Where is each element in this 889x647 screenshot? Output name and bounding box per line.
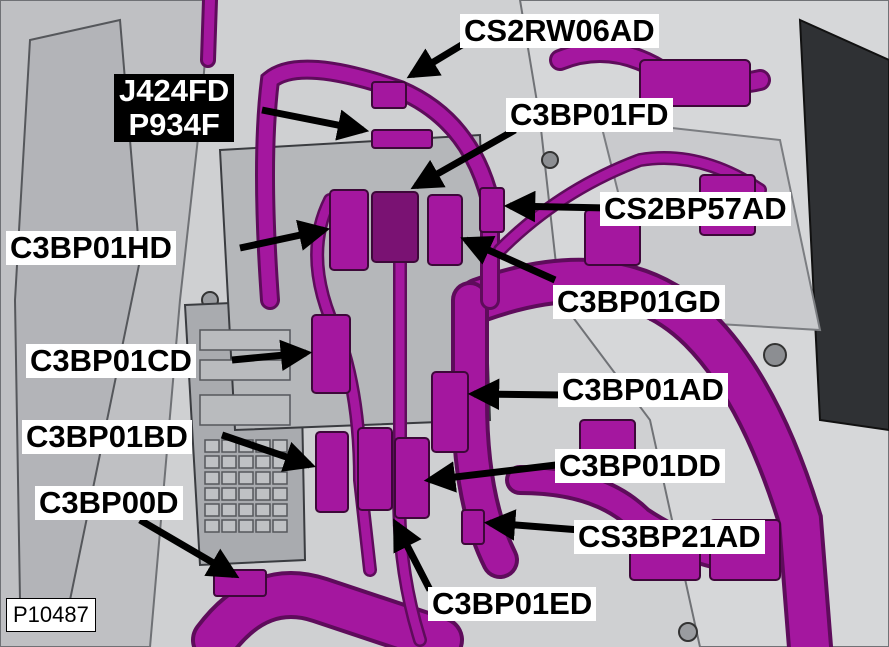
figure-reference-number: P10487: [6, 598, 96, 632]
callout-j424fd-line-2: P934F: [128, 107, 220, 142]
callout-j424fd-p934f: J424FD P934F: [114, 73, 235, 142]
callout-c3bp00d: C3BP00D: [35, 486, 183, 520]
callout-c3bp01hd: C3BP01HD: [6, 231, 176, 265]
connectors: [213, 59, 781, 597]
callout-j424fd-line-1: J424FD: [119, 73, 230, 108]
callout-c3bp01ed: C3BP01ED: [428, 587, 597, 621]
callout-c3bp01bd: C3BP01BD: [22, 420, 192, 454]
callout-arrows: [138, 37, 609, 592]
callout-cs2rw06ad: CS2RW06AD: [460, 14, 659, 48]
callout-c3bp01ad: C3BP01AD: [558, 373, 728, 407]
callout-c3bp01gd: C3BP01GD: [553, 285, 725, 319]
callout-c3bp01cd: C3BP01CD: [26, 344, 196, 378]
callout-cs3bp21ad: CS3BP21AD: [574, 520, 765, 554]
callout-c3bp01fd: C3BP01FD: [506, 98, 673, 132]
callout-cs2bp57ad: CS2BP57AD: [600, 192, 791, 226]
callout-c3bp01dd: C3BP01DD: [555, 449, 725, 483]
